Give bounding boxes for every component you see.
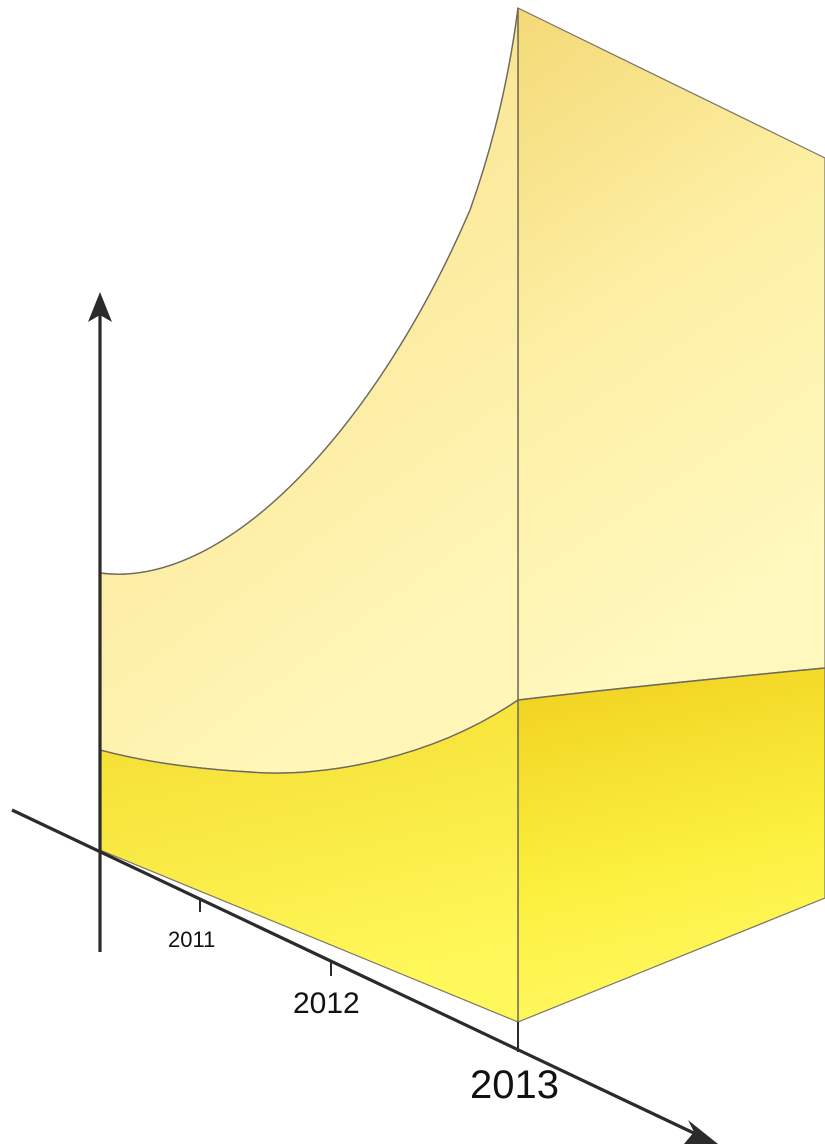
tick-label-2013: 2013 — [470, 1063, 559, 1107]
x-axis-arrow-icon — [684, 1120, 718, 1144]
lower-band-right — [517, 667, 825, 1023]
tick-label-2012: 2012 — [293, 987, 360, 1020]
x-axis — [11, 808, 701, 1138]
y-axis-arrow-icon — [88, 292, 112, 322]
upper-curve — [99, 7, 519, 575]
upper-surface-right — [517, 7, 825, 701]
tick-label-2011: 2011 — [168, 927, 215, 952]
upper-surface-left — [99, 7, 519, 774]
lower-curve — [99, 667, 825, 774]
